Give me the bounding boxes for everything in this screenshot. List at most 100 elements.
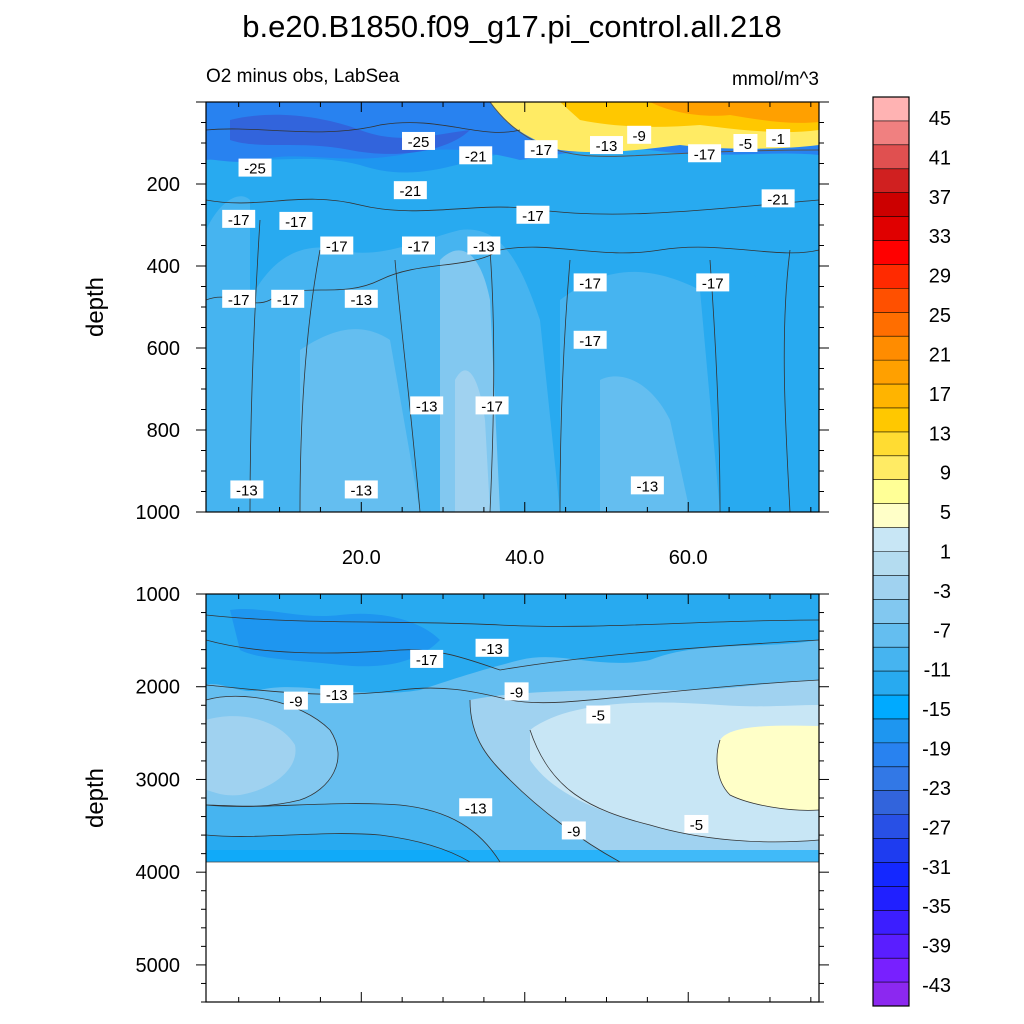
colorbar-swatch (873, 790, 909, 815)
colorbar-swatch (873, 97, 909, 122)
contour-label-text: -13 (326, 687, 348, 704)
chart-title: b.e20.B1850.f09_g17.pi_control.all.218 (242, 9, 782, 44)
contour-label: -13 (344, 480, 378, 499)
contour-label-text: -1 (771, 131, 784, 148)
contour-label: -5 (684, 814, 709, 834)
contour-label-text: -13 (596, 138, 618, 155)
x-tick-label: 60.0 (669, 547, 708, 569)
contour-label-text: -21 (399, 183, 421, 200)
contour-label: -17 (696, 273, 730, 292)
contour-label-text: -17 (522, 208, 544, 225)
contour-label-text: -17 (579, 333, 601, 350)
contour-label: -21 (761, 189, 795, 208)
contour-label: -13 (344, 289, 378, 309)
contour-label: -17 (279, 211, 313, 231)
top-contour-labels: -25 -25 -21 -17 -13 -9 -17 -5 -1 -21 -21 -17 -17 -17 -… (222, 125, 795, 499)
y-tick-label: 1000 (136, 502, 181, 524)
colorbar-swatch (873, 982, 909, 1007)
top-x-axis: 20.0 40.0 60.0 (238, 102, 812, 569)
contour-label: -25 (238, 158, 272, 178)
subtitle-left: O2 minus obs, LabSea (206, 66, 400, 87)
colorbar-swatch (873, 575, 909, 600)
colorbar-swatch (873, 192, 909, 217)
colorbar-swatch (873, 934, 909, 959)
contour-label-text: -17 (228, 212, 250, 229)
colorbar-swatch (873, 599, 909, 624)
colorbar-swatch (873, 527, 909, 552)
contour-label-text: -13 (637, 478, 659, 495)
top-y-axis: 200 400 600 800 1000 (136, 101, 829, 524)
bottom-y-axis-label: depth (82, 768, 109, 828)
colorbar-swatch (873, 910, 909, 935)
colorbar-label: 45 (929, 108, 951, 130)
colorbar-swatch (873, 886, 909, 911)
colorbar: 45 41 37 33 29 25 21 17 13 9 5 1 -3 -7 -11 -15 -19 -23 -27… (872, 96, 951, 1007)
contour-label-text: -25 (244, 161, 266, 178)
colorbar-label: 21 (929, 344, 951, 366)
contour-label-text: -13 (473, 239, 495, 256)
contour-label-text: -17 (416, 652, 438, 669)
contour-label: -17 (222, 289, 256, 309)
contour-label-text: -13 (350, 482, 372, 499)
colorbar-swatch (873, 407, 909, 433)
contour-label: -9 (561, 821, 586, 840)
bottom-panel: -17 -13 -9 -13 -9 -5 -13 -9 -5 1000 2000 3000 4000 5… (82, 584, 829, 1003)
contour-label: -17 (410, 649, 444, 669)
contour-label-text: -5 (592, 708, 605, 725)
colorbar-swatch (873, 503, 909, 528)
colorbar-swatch (873, 431, 909, 457)
colorbar-swatch (873, 312, 909, 337)
colorbar-swatch (873, 814, 909, 839)
contour-label-text: -13 (481, 641, 503, 658)
top-contour-field (206, 102, 819, 512)
colorbar-swatch (873, 671, 909, 696)
top-panel: -25 -25 -21 -17 -13 -9 -17 -5 -1 -21 -21 -17 -17 -17 -… (82, 101, 829, 569)
colorbar-swatch (873, 240, 909, 265)
contour-label-text: -17 (326, 239, 348, 256)
contour-label: -13 (630, 476, 664, 495)
contour-label-text: -21 (465, 148, 487, 165)
contour-label: -17 (320, 236, 354, 256)
colorbar-swatch (873, 838, 909, 863)
contour-label-text: -17 (702, 275, 724, 292)
colorbar-label: 17 (929, 384, 951, 406)
y-tick-label: 3000 (136, 769, 181, 791)
y-tick-label: 2000 (136, 677, 181, 699)
contour-label-text: -13 (416, 398, 438, 415)
contour-label-text: -21 (767, 191, 789, 208)
colorbar-label: 25 (929, 305, 951, 327)
contour-label: -5 (733, 134, 758, 153)
colorbar-label: -27 (922, 817, 951, 839)
contour-label: -25 (402, 131, 436, 151)
colorbar-swatch (873, 384, 909, 409)
contour-label: -17 (573, 330, 607, 350)
contour-label: -9 (283, 691, 308, 711)
colorbar-swatch (873, 718, 909, 744)
y-tick-label: 400 (147, 256, 180, 278)
bottom-y-axis: 1000 2000 3000 4000 5000 (136, 584, 829, 1003)
contour-label-text: -13 (465, 800, 487, 817)
colorbar-label: 29 (929, 266, 951, 288)
colorbar-swatch (873, 551, 909, 576)
colorbar-swatch (873, 647, 909, 672)
y-tick-label: 600 (147, 338, 180, 360)
y-tick-label: 800 (147, 420, 180, 442)
contour-label-text: -9 (510, 684, 523, 701)
contour-label-text: -13 (236, 482, 258, 499)
colorbar-label: -39 (922, 936, 951, 958)
colorbar-label: 41 (929, 147, 951, 169)
y-tick-label: 5000 (136, 955, 181, 977)
contour-label-text: -5 (690, 817, 703, 834)
contour-label-text: -17 (481, 398, 503, 415)
contour-label: -17 (524, 140, 558, 159)
contour-label-text: -17 (694, 146, 716, 163)
contour-label: -21 (393, 181, 427, 200)
contour-label: -17 (222, 209, 256, 229)
contour-label: -17 (475, 396, 509, 415)
colorbar-swatch (873, 742, 909, 768)
colorbar-swatch (873, 120, 909, 146)
bottom-contour-field (206, 594, 819, 862)
colorbar-label: 37 (929, 187, 951, 209)
colorbar-swatch (873, 360, 909, 385)
contour-label-text: -5 (739, 136, 752, 153)
